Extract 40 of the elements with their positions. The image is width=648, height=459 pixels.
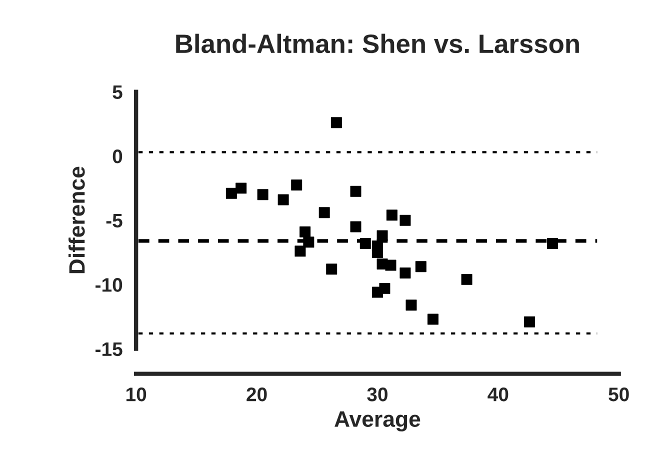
point — [406, 300, 417, 311]
y-tick-label: -5 — [106, 214, 122, 228]
x-tick-label: 10 — [126, 388, 146, 402]
point — [300, 226, 311, 238]
point — [524, 316, 536, 328]
point — [303, 236, 314, 248]
point — [257, 189, 268, 200]
point — [400, 268, 411, 279]
y-tick-label: -10 — [96, 278, 122, 292]
point — [226, 188, 237, 199]
point — [376, 230, 388, 242]
point — [350, 221, 362, 232]
point — [318, 207, 330, 218]
y-axis-title: Difference — [68, 166, 85, 274]
y-tick-label: 0 — [112, 150, 122, 164]
x-tick-label: 40 — [488, 388, 508, 402]
point — [546, 238, 558, 249]
y-tick-label: 5 — [112, 85, 122, 100]
x-axis-title: Average — [334, 411, 420, 432]
point — [372, 286, 383, 298]
point — [415, 261, 426, 272]
point — [400, 214, 411, 226]
point — [236, 182, 247, 194]
point — [427, 314, 438, 325]
point — [461, 274, 472, 285]
point — [386, 210, 398, 221]
y-tick-label: -15 — [96, 342, 122, 356]
chart-title: Bland-Altman: Shen vs. Larsson — [176, 34, 579, 54]
point — [360, 238, 371, 249]
point — [330, 117, 342, 128]
point — [326, 264, 338, 275]
point — [350, 186, 362, 197]
point — [291, 179, 302, 190]
point — [278, 194, 289, 206]
point — [372, 246, 383, 258]
x-tick-label: 20 — [246, 388, 267, 402]
point — [294, 246, 306, 257]
point — [385, 260, 396, 271]
x-tick-label: 50 — [608, 388, 629, 402]
x-tick-label: 30 — [367, 388, 388, 402]
